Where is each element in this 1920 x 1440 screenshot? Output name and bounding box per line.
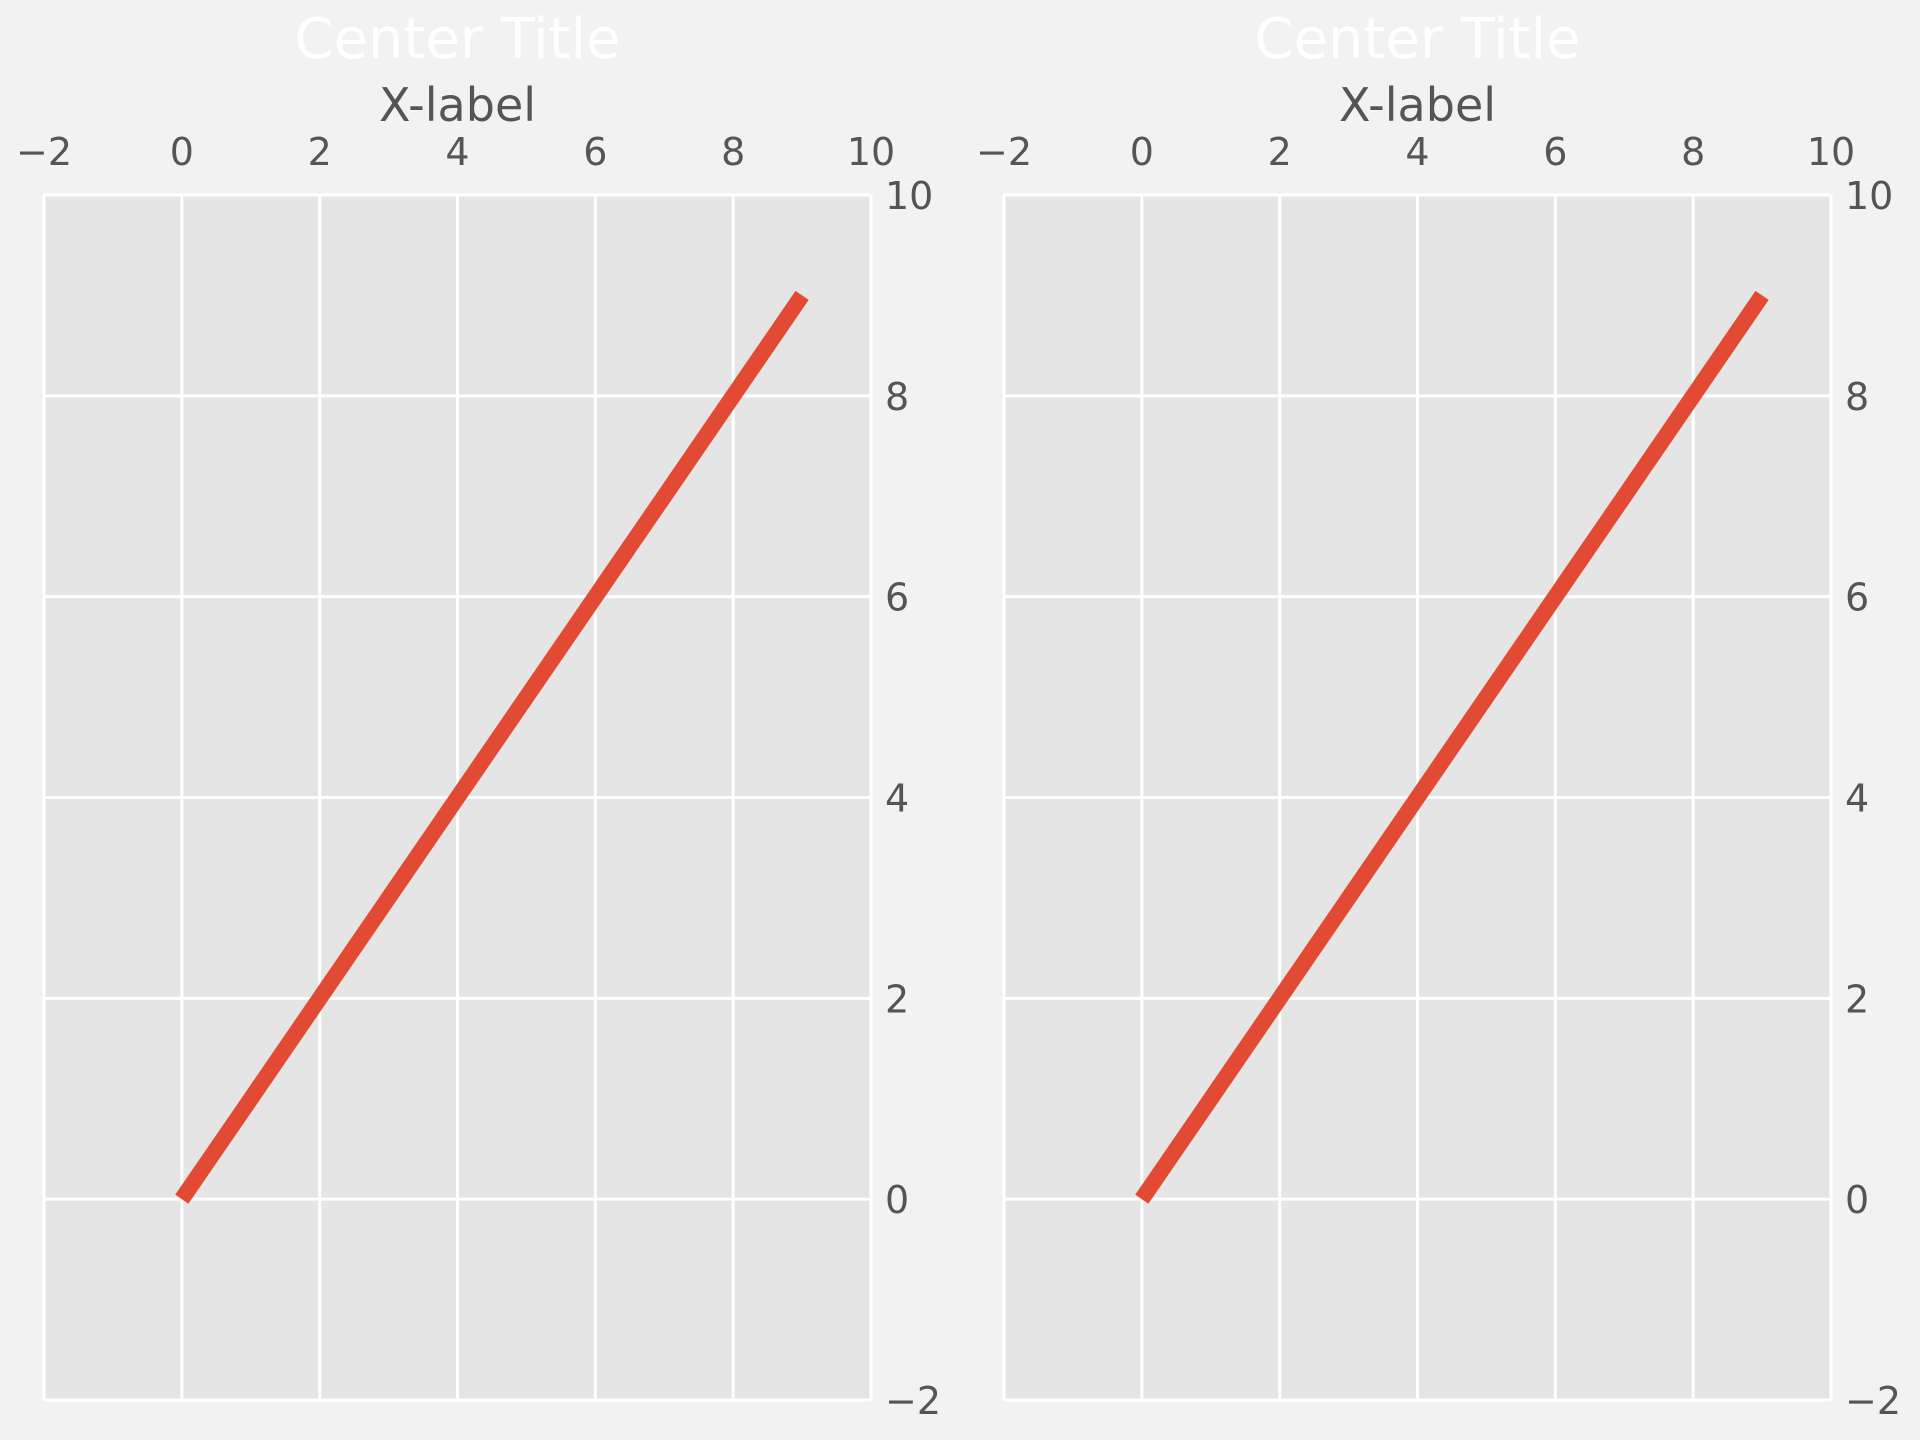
x-tick-label: 0 <box>1130 130 1154 174</box>
series-line <box>175 290 809 1204</box>
y-tick-label: 10 <box>885 174 933 218</box>
x-tick-label: 6 <box>1543 130 1567 174</box>
chart-title: Center Title <box>1254 7 1580 72</box>
x-axis-label: X-label <box>379 78 536 132</box>
y-tick-label: 6 <box>1845 576 1869 620</box>
x-tick-label: 2 <box>1268 130 1292 174</box>
chart-right: −2 0 2 4 6 8 10 −2 0 2 4 6 8 10 X-label Center Title <box>976 7 1901 1423</box>
x-tick-label: 4 <box>445 130 469 174</box>
y-tick-label: −2 <box>885 1379 941 1423</box>
y-tick-label: 0 <box>1845 1178 1869 1222</box>
x-tick-label: 6 <box>583 130 607 174</box>
y-tick-label: 4 <box>885 777 909 821</box>
x-tick-label: 8 <box>721 130 745 174</box>
x-tick-label: 0 <box>170 130 194 174</box>
y-tick-label: 2 <box>1845 977 1869 1021</box>
x-tick-label: 8 <box>1681 130 1705 174</box>
y-tick-label: 8 <box>885 375 909 419</box>
y-tick-label: 8 <box>1845 375 1869 419</box>
x-tick-label: −2 <box>976 130 1032 174</box>
y-tick-label: 10 <box>1845 174 1893 218</box>
x-tick-label: 10 <box>1807 130 1855 174</box>
chart-left: −2 0 2 4 6 8 10 −2 0 2 4 6 8 10 X-label Center Title <box>16 7 941 1423</box>
y-tick-label: −2 <box>1845 1379 1901 1423</box>
y-tick-label: 0 <box>885 1178 909 1222</box>
chart-title: Center Title <box>294 7 620 72</box>
y-tick-label: 4 <box>1845 777 1869 821</box>
x-tick-label: 10 <box>847 130 895 174</box>
series-line <box>1135 290 1769 1204</box>
x-tick-label: 4 <box>1405 130 1429 174</box>
x-tick-label: −2 <box>16 130 72 174</box>
y-tick-label: 6 <box>885 576 909 620</box>
y-tick-label: 2 <box>885 977 909 1021</box>
x-tick-label: 2 <box>308 130 332 174</box>
x-axis-label: X-label <box>1339 78 1496 132</box>
